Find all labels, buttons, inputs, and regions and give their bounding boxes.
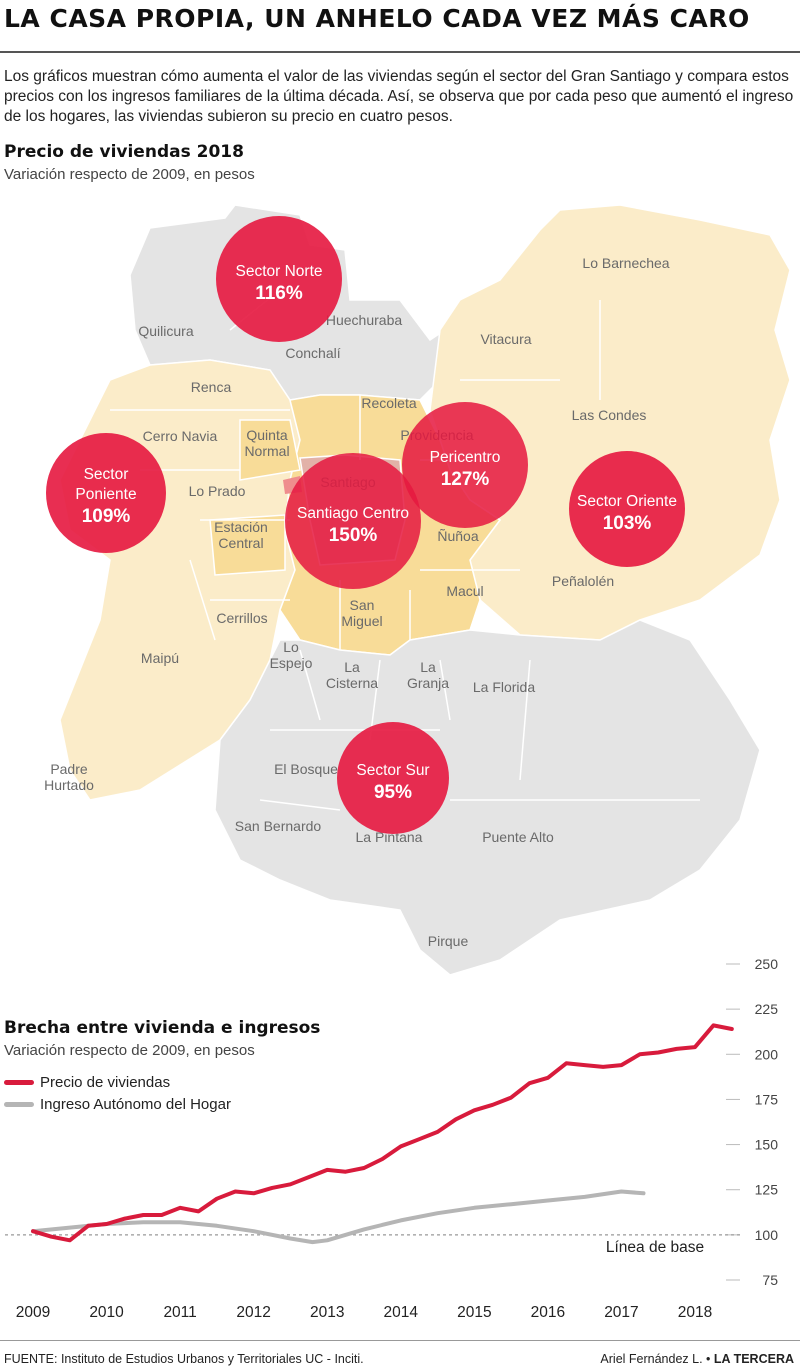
title-rule [0, 51, 800, 53]
source-note: FUENTE: Instituto de Estudios Urbanos y … [4, 1352, 364, 1366]
comuna-label: Lo Espejo [270, 639, 313, 671]
comuna-label: Quilicura [138, 323, 193, 339]
comuna-label: Puente Alto [482, 829, 554, 845]
y-tick-label: 225 [755, 1001, 779, 1017]
comuna-label: Quinta Normal [244, 427, 289, 459]
sector-value: 116% [255, 283, 303, 304]
sector-value: 103% [603, 513, 652, 534]
y-tick-label: 200 [755, 1046, 779, 1062]
legend-item-ingreso: Ingreso Autónomo del Hogar [4, 1096, 231, 1113]
credit: Ariel Fernández L. • LA TERCERA [600, 1352, 794, 1366]
x-tick-label: 2017 [604, 1304, 638, 1321]
x-tick-label: 2012 [236, 1304, 270, 1321]
sector-bubble: Pericentro 127% [402, 402, 528, 528]
x-tick-label: 2011 [163, 1304, 196, 1321]
comuna-label: La Granja [407, 659, 449, 691]
y-tick-label: 250 [755, 956, 779, 972]
comuna-label: La Cisterna [326, 659, 378, 691]
chart-title: Brecha entre vivienda e ingresos [4, 1018, 321, 1038]
sector-name: Sector Oriente [577, 493, 677, 510]
line-chart: 75 100 125 150 175 200 225 250 2009 2010 2011 2012 2… [5, 956, 779, 1321]
brand-logo: LA TERCERA [713, 1352, 794, 1366]
legend-label-precio: Precio de viviendas [40, 1074, 171, 1091]
comuna-label: Lo Prado [189, 483, 246, 499]
series-line-ingreso [31, 1189, 646, 1245]
series-line-precio [31, 1023, 734, 1243]
sector-circle [285, 453, 421, 589]
comuna-label: Conchalí [285, 345, 340, 361]
comuna-label: Padre Hurtado [44, 761, 94, 793]
sector-circle [46, 433, 166, 553]
x-tick-label: 2009 [16, 1304, 50, 1321]
sector-circle [216, 216, 342, 342]
sector-name: Poniente [75, 486, 136, 503]
comuna-label: Estación Central [214, 519, 268, 551]
comuna-label: San Bernardo [235, 818, 322, 834]
comuna-label: Huechuraba [326, 312, 402, 328]
y-tick-label: 75 [762, 1272, 778, 1288]
region-estacion [209, 514, 286, 576]
sector-bubble: Sector Norte 116% [216, 216, 342, 342]
author: Ariel Fernández L. • [600, 1352, 711, 1366]
comuna-label: Peñalolén [552, 573, 614, 589]
sector-name: Pericentro [430, 449, 501, 466]
comuna-label: Maipú [141, 650, 179, 666]
sector-name: Sector [84, 466, 129, 483]
comuna-label: Las Condes [572, 407, 647, 423]
sector-circle [569, 451, 685, 567]
comuna-label: Recoleta [361, 395, 416, 411]
y-tick-label: 125 [755, 1182, 779, 1198]
intro-text: Los gráficos muestran cómo aumenta el va… [4, 68, 794, 125]
comuna-label: Macul [446, 583, 483, 599]
legend-item-precio: Precio de viviendas [4, 1074, 170, 1091]
comuna-label: La Florida [473, 679, 535, 695]
sector-bubble: Sector Poniente 109% [46, 433, 166, 553]
baseline-label: Línea de base [606, 1239, 704, 1256]
sector-bubble: Santiago Centro 150% [285, 453, 421, 589]
footer-rule [0, 1340, 800, 1341]
sector-name: Sector Sur [356, 762, 429, 779]
y-tick-label: 100 [755, 1227, 779, 1243]
comuna-label: Cerrillos [216, 610, 267, 626]
x-tick-label: 2016 [531, 1304, 565, 1321]
chart-subtitle: Variación respecto de 2009, en pesos [4, 1042, 255, 1059]
region-quinta [239, 419, 301, 481]
sector-bubbles: Sector Norte 116% Sector Poniente 109% Santia… [46, 216, 685, 834]
sector-circle [402, 402, 528, 528]
x-tick-label: 2018 [678, 1304, 712, 1321]
sector-value: 95% [374, 782, 412, 803]
comuna-label: Ñuñoa [437, 528, 478, 544]
y-tick-label: 150 [755, 1137, 779, 1153]
map-regions [59, 204, 791, 975]
comuna-label: La Pintana [356, 829, 423, 845]
comuna-label: Cerro Navia [143, 428, 218, 444]
comuna-label: Renca [191, 379, 232, 395]
sector-value: 150% [329, 525, 378, 546]
sector-value: 109% [82, 506, 131, 527]
legend-swatch-precio [4, 1080, 34, 1085]
sector-name: Sector Norte [235, 263, 322, 280]
page-title: LA CASA PROPIA, UN ANHELO CADA VEZ MÁS C… [4, 4, 750, 33]
map-title: Precio de viviendas 2018 [4, 142, 244, 162]
legend-swatch-ingreso [4, 1102, 34, 1107]
y-tick-label: 175 [755, 1091, 779, 1107]
x-tick-label: 2013 [310, 1304, 344, 1321]
x-tick-label: 2010 [89, 1304, 124, 1321]
sector-name: Santiago Centro [297, 505, 409, 522]
comuna-label: Lo Barnechea [582, 255, 669, 271]
region-south [214, 619, 761, 975]
legend-label-ingreso: Ingreso Autónomo del Hogar [40, 1096, 231, 1113]
x-tick-label: 2014 [384, 1304, 419, 1321]
sector-bubble: Sector Sur 95% [337, 722, 449, 834]
comuna-label: El Bosque [274, 761, 338, 777]
map-subtitle: Variación respecto de 2009, en pesos [4, 166, 255, 183]
x-tick-label: 2015 [457, 1304, 491, 1321]
comuna-label: Pirque [428, 933, 469, 949]
sector-bubble: Sector Oriente 103% [569, 451, 685, 567]
santiago-map: Lo Barnechea Quilicura Huechuraba Conchalí V… [44, 204, 791, 975]
sector-circle [337, 722, 449, 834]
sector-value: 127% [441, 469, 490, 490]
comuna-label: San Miguel [341, 597, 382, 629]
comuna-label: Vitacura [480, 331, 531, 347]
